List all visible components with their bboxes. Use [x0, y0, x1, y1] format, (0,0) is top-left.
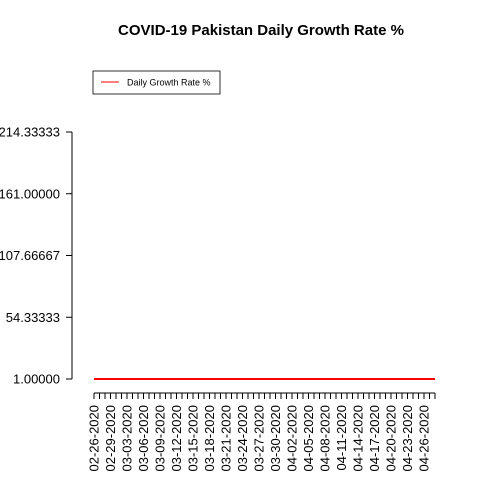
y-tick-label: 214.33333 [0, 125, 60, 140]
x-tick-label: 03-03-2020 [120, 405, 135, 472]
x-tick-label: 03-15-2020 [186, 405, 201, 472]
chart-title: COVID-19 Pakistan Daily Growth Rate % [118, 22, 404, 39]
x-tick-label: 04-02-2020 [285, 405, 300, 472]
x-tick-label: 04-26-2020 [417, 405, 432, 472]
x-tick-label: 03-06-2020 [136, 405, 151, 472]
x-tick-label: 04-17-2020 [367, 405, 382, 472]
legend-label: Daily Growth Rate % [127, 78, 211, 88]
legend: Daily Growth Rate % [92, 70, 221, 95]
x-tick-label: 03-09-2020 [153, 405, 168, 472]
x-tick-label: 04-14-2020 [351, 405, 366, 472]
x-tick-label: 04-08-2020 [318, 405, 333, 472]
y-tick-label: 54.33333 [6, 310, 60, 325]
x-tick-label: 03-24-2020 [235, 405, 250, 472]
x-tick-label: 04-11-2020 [334, 405, 349, 471]
x-tick-label: 03-21-2020 [219, 405, 234, 472]
y-tick-label: 161.00000 [0, 186, 60, 201]
legend-box [92, 70, 221, 95]
x-tick-label: 04-05-2020 [301, 405, 316, 472]
x-tick-label: 02-26-2020 [87, 405, 102, 472]
x-tick-label: 03-12-2020 [169, 405, 184, 472]
y-tick-label: 1.00000 [13, 372, 60, 387]
y-tick-label: 107.66667 [0, 248, 60, 263]
x-tick-label: 02-29-2020 [103, 405, 118, 472]
x-tick-label: 03-27-2020 [252, 405, 267, 472]
x-tick-label: 03-30-2020 [268, 405, 283, 472]
x-axis: 02-26-2020 02-29-2020 03-03-2020 03-06-2020… [87, 392, 436, 472]
x-tick-label: 04-20-2020 [384, 405, 399, 472]
x-tick-label: 03-18-2020 [202, 405, 217, 472]
x-tick-label: 04-23-2020 [400, 405, 415, 472]
y-axis: 1.00000 54.33333 107.66667 161.00000 214.333… [0, 125, 73, 387]
